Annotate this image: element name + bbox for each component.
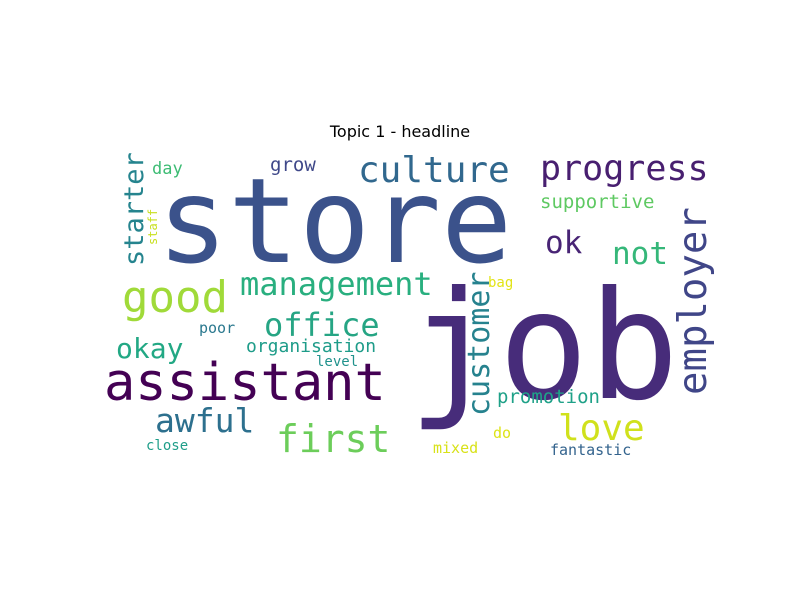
word-okay: okay xyxy=(116,332,183,365)
word-do: do xyxy=(493,424,511,442)
word-poor: poor xyxy=(199,319,235,337)
word-staff: staff xyxy=(146,209,160,245)
word-management: management xyxy=(240,265,433,303)
word-culture: culture xyxy=(358,150,510,191)
word-close: close xyxy=(146,438,188,454)
word-ok: ok xyxy=(545,225,583,261)
word-customer: customer xyxy=(462,272,497,417)
word-store: store xyxy=(157,152,512,290)
word-level: level xyxy=(316,354,358,370)
word-awful: awful xyxy=(155,401,254,440)
word-job: job xyxy=(408,260,679,434)
word-employer: employer xyxy=(671,207,716,395)
word-love: love xyxy=(558,408,645,449)
word-first: first xyxy=(276,417,390,461)
word-organisation: organisation xyxy=(246,336,376,357)
word-mixed: mixed xyxy=(433,439,478,457)
word-day: day xyxy=(152,159,183,179)
word-not: not xyxy=(612,236,668,272)
word-bag: bag xyxy=(488,275,513,291)
word-supportive: supportive xyxy=(540,191,654,213)
chart-title: Topic 1 - headline xyxy=(329,122,471,141)
word-promotion: promotion xyxy=(497,386,600,408)
word-grow: grow xyxy=(270,154,316,176)
word-office: office xyxy=(264,306,380,344)
word-fantastic: fantastic xyxy=(550,441,631,459)
word-good: good xyxy=(122,272,228,323)
word-assistant: assistant xyxy=(104,353,386,413)
word-starter: starter xyxy=(119,152,150,266)
word-progress: progress xyxy=(540,149,709,189)
